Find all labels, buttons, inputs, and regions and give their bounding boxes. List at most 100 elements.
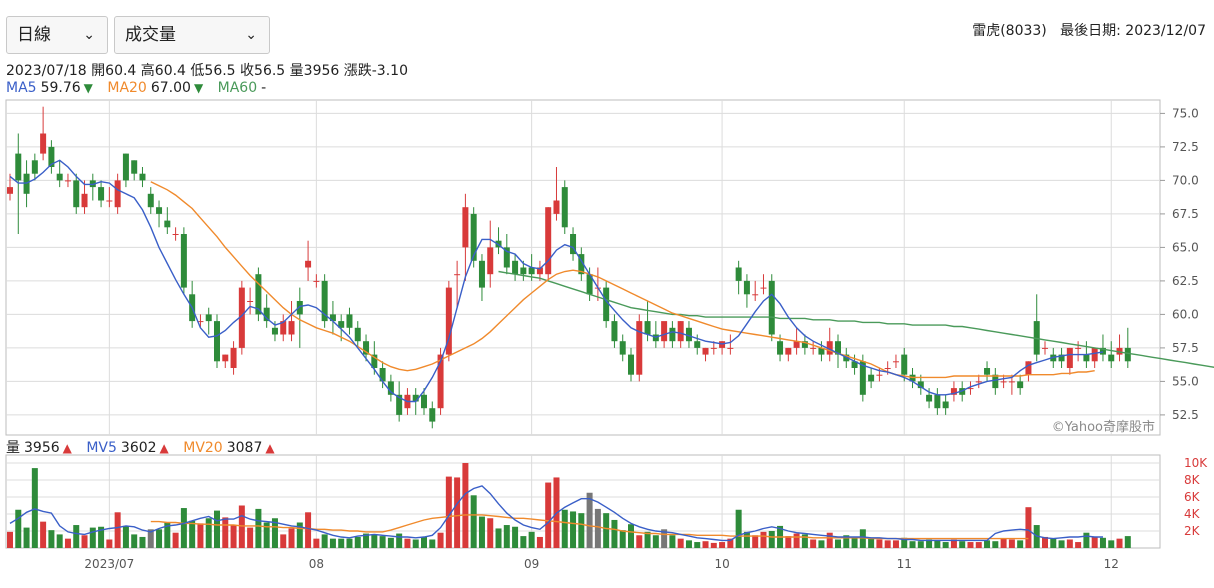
candle-body — [743, 280, 750, 295]
candle-body — [1083, 354, 1090, 362]
candle-body — [694, 341, 701, 348]
date-tick-label: 2023/07 — [84, 557, 134, 571]
volume-bar — [321, 534, 328, 548]
candle-body — [305, 260, 312, 268]
candle-body — [487, 247, 494, 275]
volume-bar — [810, 539, 817, 548]
candle-body — [321, 280, 328, 322]
moving-averages — [9, 159, 1214, 403]
candle-body — [835, 341, 841, 355]
candle-body — [230, 347, 237, 368]
candle-body — [387, 381, 394, 395]
price-tick-label: 72.5 — [1172, 140, 1199, 154]
volume-bar — [818, 540, 825, 548]
candle-body — [346, 314, 353, 328]
volume-bar — [1017, 540, 1024, 548]
candle-body — [147, 193, 154, 208]
indicator-select[interactable]: 成交量 ⌄ — [114, 16, 270, 54]
volume-bar — [462, 463, 469, 548]
volume-bar — [172, 532, 179, 548]
candle-body — [628, 354, 634, 375]
volume-bar — [139, 536, 146, 548]
ma60-value: - — [261, 80, 267, 96]
candle-body — [1091, 347, 1098, 362]
date-tick-label: 08 — [309, 557, 324, 571]
price-tick-label: 65.0 — [1172, 240, 1199, 254]
volume-bar — [901, 537, 908, 548]
candle-body — [255, 274, 262, 315]
volume-tick-label: 6K — [1184, 490, 1201, 504]
volume-bar — [445, 476, 452, 548]
volume-bar — [926, 539, 933, 548]
price-tick-label: 67.5 — [1172, 207, 1199, 221]
volume-bar — [934, 540, 941, 548]
ma20-label: MA20 — [107, 80, 147, 96]
ma20-value: 67.00 — [150, 80, 191, 96]
period-select-value: 日線 — [17, 25, 51, 45]
candle-body — [892, 361, 899, 363]
volume-bar — [15, 509, 22, 548]
candle-body — [164, 220, 171, 228]
high-label: 高 — [140, 63, 155, 79]
volume-bar — [760, 531, 767, 548]
volume-bar — [959, 541, 966, 548]
period-select[interactable]: 日線 ⌄ — [6, 16, 108, 54]
volume-bar — [909, 541, 916, 548]
volume-bar — [719, 542, 726, 548]
candle-body — [760, 287, 767, 289]
volume-bar — [238, 505, 245, 548]
date-tick-label: 12 — [1104, 557, 1119, 571]
volume-bar — [379, 536, 386, 548]
candle-body — [288, 321, 295, 335]
ma5-label: MA5 — [6, 80, 37, 96]
candle-body — [56, 173, 63, 181]
candle-body — [40, 133, 47, 154]
candle-body — [122, 153, 129, 181]
up-arrow-icon: ▲ — [62, 441, 72, 455]
candle-body — [197, 321, 204, 323]
candle-body — [536, 267, 543, 275]
mv5-line — [9, 485, 1103, 542]
mv5-label: MV5 — [86, 440, 117, 456]
volume-bar — [652, 535, 659, 548]
volume-bar — [106, 539, 113, 548]
candle-body — [470, 213, 477, 261]
candle-body — [296, 301, 303, 315]
candle-body — [1017, 381, 1024, 389]
volume-bar — [164, 522, 171, 548]
axis-labels: 75.0 72.5 70.0 67.5 65.0 62.5 60.0 57.5 55.0 52.5… — [84, 106, 1208, 571]
volume-bar — [1042, 536, 1048, 548]
volume-bar — [40, 521, 47, 548]
last-date-label: 最後日期: — [1060, 23, 1121, 39]
candle-body — [114, 180, 121, 208]
change-label: 漲跌 — [343, 63, 372, 79]
volume-bar — [421, 536, 427, 548]
candle-body — [901, 354, 908, 375]
ohlc-line: 2023/07/18 開60.4 高60.4 低56.5 收56.5 量3956… — [6, 60, 408, 80]
price-tick-label: 55.0 — [1172, 374, 1199, 388]
volume-bar — [536, 536, 543, 548]
candle-body — [478, 260, 485, 288]
candle-body — [619, 341, 626, 355]
candle-body — [421, 394, 427, 409]
volume-bar — [156, 529, 163, 548]
candle-body — [313, 280, 320, 282]
volume-bar — [843, 535, 850, 548]
candle-body — [884, 368, 891, 369]
volume-bar — [363, 533, 370, 548]
open-value: 60.4 — [105, 63, 137, 79]
volume-bar — [305, 512, 312, 548]
volume-bar — [801, 534, 808, 548]
volume-bar — [98, 526, 105, 548]
candle-body — [752, 294, 759, 296]
candle-body — [1075, 347, 1082, 349]
candle-body — [1108, 354, 1115, 362]
candle-body — [520, 267, 527, 275]
change-value: -3.10 — [371, 63, 408, 79]
volume-bar — [661, 529, 668, 548]
volume-bar — [694, 542, 701, 548]
volume-bar — [1058, 540, 1065, 548]
volume-label: 量 — [289, 63, 304, 79]
volume-bar — [561, 509, 568, 548]
candle-body — [950, 388, 957, 395]
